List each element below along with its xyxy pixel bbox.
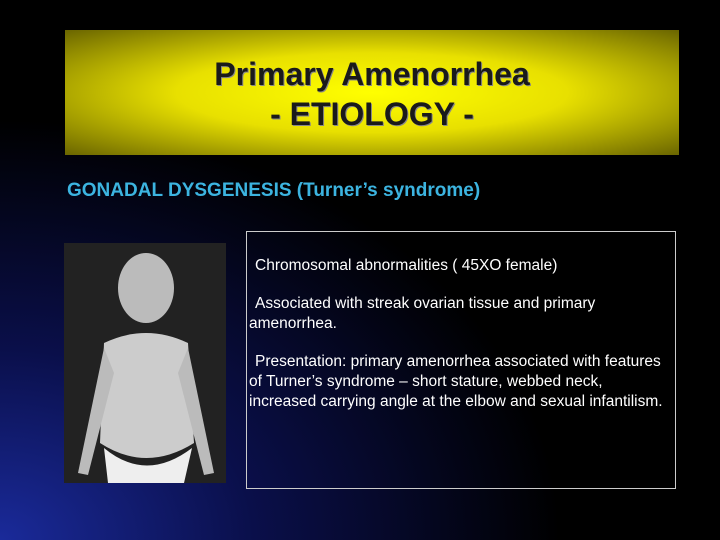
paragraph: Associated with streak ovarian tissue an… bbox=[249, 295, 596, 332]
title-banner: Primary Amenorrhea - ETIOLOGY - bbox=[65, 30, 679, 155]
subtitle: GONADAL DYSGENESIS (Turner’s syndrome) bbox=[67, 180, 481, 201]
paragraph: Chromosomal abnormalities ( 45XO female) bbox=[255, 257, 558, 274]
title: - ETIOLOGY - bbox=[270, 96, 474, 132]
text-box: Chromosomal abnormalities ( 45XO female)… bbox=[246, 231, 676, 489]
title: Primary Amenorrhea bbox=[214, 56, 530, 92]
photo bbox=[64, 243, 226, 483]
paragraph: Presentation: primary amenorrhea associa… bbox=[249, 353, 663, 410]
